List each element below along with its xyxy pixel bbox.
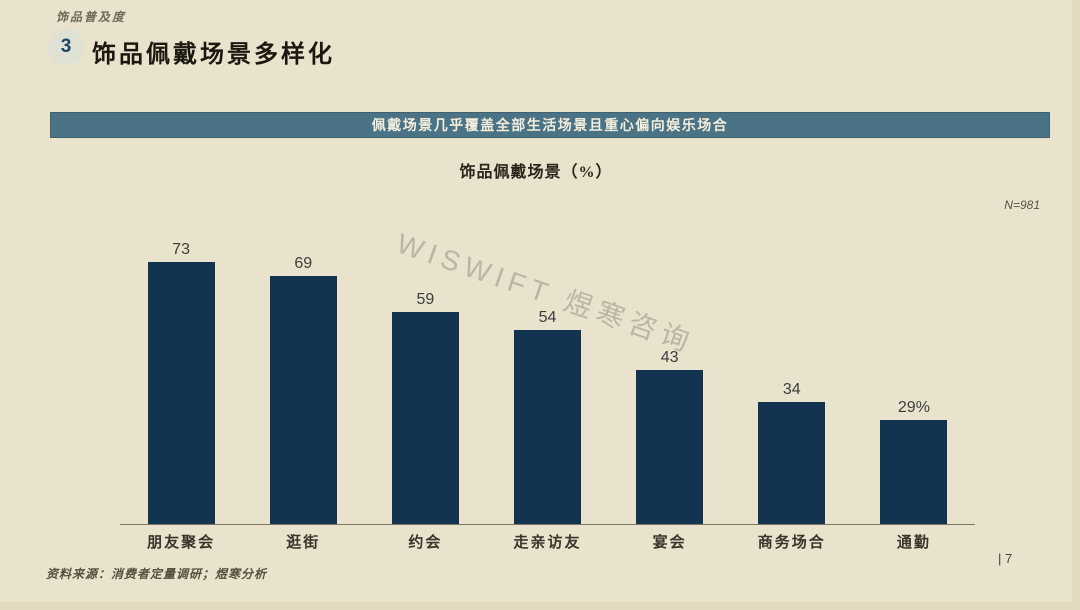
- bar-slot: 54: [486, 309, 608, 524]
- category-label: 朋友聚会: [147, 535, 216, 551]
- bar-slot: 69: [242, 255, 364, 524]
- source-note: 资料来源：消费者定量调研；煜寒分析: [46, 567, 268, 581]
- bar-slot: 59: [364, 291, 486, 524]
- page-number: | 7: [998, 551, 1013, 566]
- sample-size-note: N=981: [1004, 198, 1040, 212]
- section-kicker: 饰品普及度: [56, 10, 127, 24]
- category-label: 商务场合: [757, 535, 826, 551]
- category-label: 通勤: [896, 535, 931, 551]
- bar-value-label: 59: [416, 291, 435, 308]
- bar-value-label: 73: [172, 241, 190, 258]
- chart-title: 饰品佩戴场景（%）: [459, 164, 613, 181]
- category-row: 朋友聚会 逛街 约会 走亲访友 宴会 商务场合 通勤: [120, 531, 975, 552]
- bar-slot: 43: [609, 349, 731, 524]
- bar: [636, 370, 704, 524]
- page-title: 饰品佩戴场景多样化: [92, 42, 335, 68]
- bar-value-label: 29%: [897, 399, 930, 416]
- bar: [269, 276, 337, 524]
- bar-value-label: 34: [782, 381, 801, 398]
- section-number-badge: 3: [48, 29, 84, 65]
- category-label: 约会: [408, 535, 443, 551]
- bar: [147, 262, 215, 524]
- bar-value-label: 69: [294, 255, 313, 272]
- category-label: 逛街: [286, 535, 321, 551]
- bar-slot: 29%: [853, 399, 975, 524]
- category-label: 宴会: [652, 535, 687, 551]
- headline-banner: 佩戴场景几乎覆盖全部生活场景且重心偏向娱乐场合: [50, 112, 1050, 138]
- slide: 饰品普及度 3 饰品佩戴场景多样化 佩戴场景几乎覆盖全部生活场景且重心偏向娱乐场…: [0, 0, 1072, 602]
- bars-area: 73 69 59 54 43 34 29%: [120, 230, 975, 525]
- bar-slot: 34: [731, 381, 853, 524]
- category-label: 走亲访友: [513, 535, 582, 551]
- bar-value-label: 54: [538, 309, 557, 326]
- bar: [880, 420, 948, 524]
- headline-text: 佩戴场景几乎覆盖全部生活场景且重心偏向娱乐场合: [371, 119, 729, 134]
- bar-value-label: 43: [660, 349, 679, 366]
- section-number: 3: [60, 36, 72, 57]
- bar: [758, 402, 826, 524]
- bar: [513, 330, 581, 524]
- bar: [391, 312, 459, 524]
- bar-slot: 73: [120, 241, 242, 524]
